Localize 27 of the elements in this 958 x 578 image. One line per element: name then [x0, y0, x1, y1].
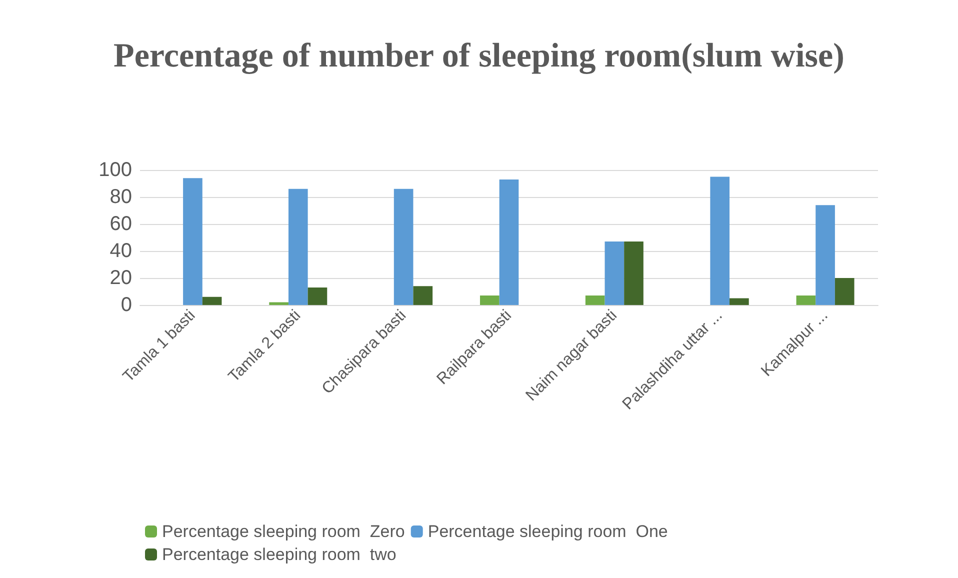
- y-tick-label: 100: [98, 159, 132, 181]
- y-tick-label: 80: [110, 186, 132, 208]
- y-tick-label: 0: [120, 294, 132, 316]
- bar: [394, 188, 414, 305]
- bar: [816, 205, 835, 305]
- bar: [585, 296, 605, 305]
- bar: [499, 179, 519, 305]
- bar: [480, 296, 500, 305]
- bar: [308, 287, 328, 305]
- bar: [202, 296, 222, 305]
- y-tick-label: 40: [110, 240, 132, 262]
- bar: [624, 242, 644, 305]
- bar: [604, 242, 624, 305]
- bar: [288, 188, 308, 305]
- y-tick-label: 20: [110, 267, 132, 289]
- legend-label: Percentage sleeping room One: [428, 522, 668, 541]
- bar: [269, 302, 288, 305]
- legend-label: Percentage sleeping room two: [162, 545, 396, 564]
- chart-title: Percentage of number of sleeping room(slum wise): [114, 38, 844, 74]
- bar: [413, 286, 433, 305]
- bar: [834, 278, 854, 305]
- bar: [710, 176, 730, 305]
- bar: [730, 298, 749, 305]
- bar: [796, 296, 816, 305]
- legend-label: Percentage sleeping room Zero: [162, 522, 405, 541]
- y-tick-label: 60: [110, 213, 132, 235]
- bar: [183, 178, 202, 305]
